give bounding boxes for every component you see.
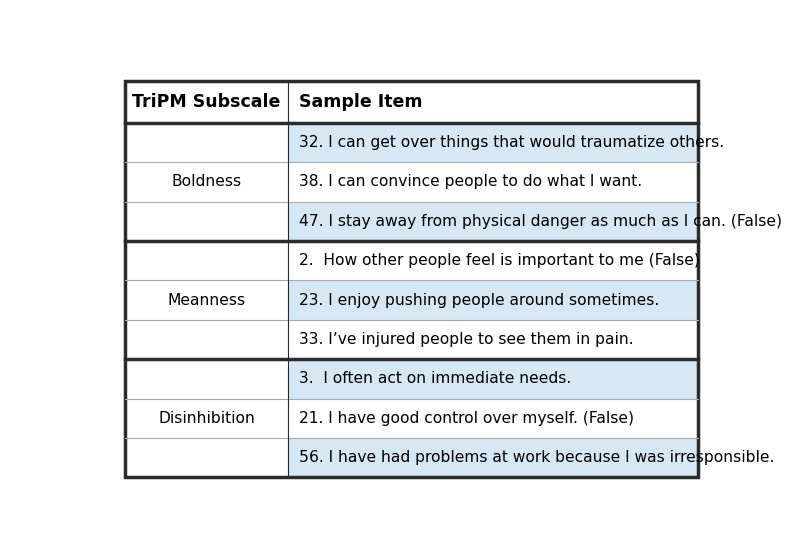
Bar — [125, 359, 288, 399]
Bar — [125, 81, 698, 123]
Bar — [125, 162, 288, 202]
Bar — [125, 438, 288, 477]
Text: 33. I’ve injured people to see them in pain.: 33. I’ve injured people to see them in p… — [299, 332, 634, 347]
Bar — [288, 241, 698, 280]
Bar — [125, 202, 288, 241]
Bar — [125, 320, 288, 359]
Bar — [125, 123, 288, 162]
Bar — [288, 202, 698, 241]
Bar — [288, 162, 698, 202]
Bar — [288, 280, 698, 320]
Text: 23. I enjoy pushing people around sometimes.: 23. I enjoy pushing people around someti… — [299, 293, 660, 307]
Text: 21. I have good control over myself. (False): 21. I have good control over myself. (Fa… — [299, 411, 634, 426]
Text: 3.  I often act on immediate needs.: 3. I often act on immediate needs. — [299, 371, 572, 387]
Bar — [288, 399, 698, 438]
Text: Boldness: Boldness — [171, 174, 242, 190]
Text: Sample Item: Sample Item — [299, 93, 423, 111]
Bar — [288, 359, 698, 399]
Text: Meanness: Meanness — [167, 293, 246, 307]
Text: 47. I stay away from physical danger as much as I can. (False): 47. I stay away from physical danger as … — [299, 214, 782, 229]
Bar — [288, 438, 698, 477]
Text: 56. I have had problems at work because I was irresponsible.: 56. I have had problems at work because … — [299, 450, 774, 465]
Text: TriPM Subscale: TriPM Subscale — [132, 93, 281, 111]
Text: 38. I can convince people to do what I want.: 38. I can convince people to do what I w… — [299, 174, 642, 190]
Text: Disinhibition: Disinhibition — [158, 411, 255, 426]
Bar — [125, 241, 288, 280]
Text: 32. I can get over things that would traumatize others.: 32. I can get over things that would tra… — [299, 135, 725, 150]
Bar — [125, 280, 288, 320]
Text: 2.  How other people feel is important to me (False): 2. How other people feel is important to… — [299, 253, 700, 268]
Bar — [125, 399, 288, 438]
Bar — [288, 320, 698, 359]
Bar — [288, 123, 698, 162]
